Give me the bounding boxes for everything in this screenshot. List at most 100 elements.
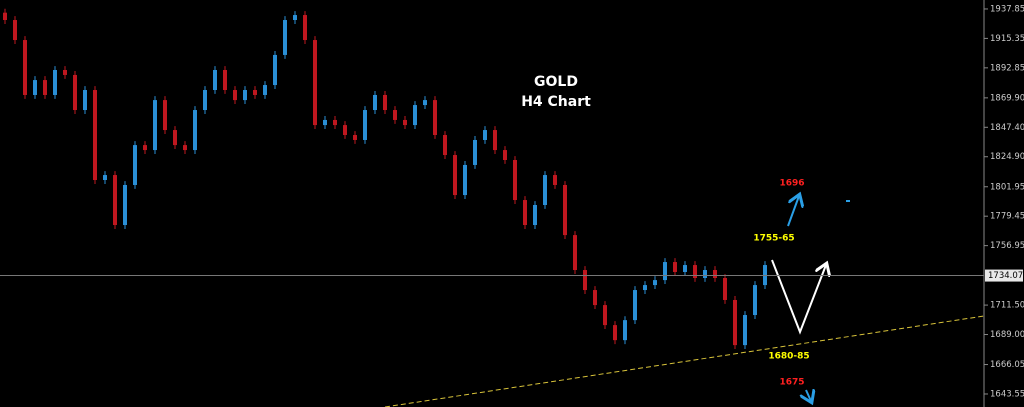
current-price-box — [985, 269, 1023, 282]
candles — [3, 8, 767, 350]
candle-body — [333, 119, 337, 126]
candle-body — [223, 69, 227, 91]
candle-body — [413, 105, 417, 126]
candle-body — [393, 110, 397, 120]
y-tick-label: 1915.35 — [990, 34, 1024, 44]
candle-body — [723, 278, 727, 300]
candle-body — [603, 305, 607, 326]
y-tick-label: 1689.00 — [990, 330, 1024, 340]
candle-body — [503, 150, 507, 161]
candle-body — [583, 270, 587, 291]
candle-body — [373, 94, 377, 111]
candle-body — [713, 270, 717, 279]
candle-body — [443, 135, 447, 156]
candle-body — [533, 205, 537, 226]
candle-body — [143, 145, 147, 151]
candle-body — [343, 125, 347, 136]
candle-body — [233, 90, 237, 101]
candle-body — [23, 40, 27, 95]
y-tick-label: 1847.40 — [990, 123, 1024, 133]
candle-body — [693, 265, 697, 279]
candle-body — [83, 90, 87, 111]
projection-arrow — [771, 259, 826, 335]
candle-body — [483, 130, 487, 140]
y-tick-label: 1869.90 — [990, 93, 1024, 103]
candle-body — [703, 270, 707, 279]
candle-body — [323, 119, 327, 126]
candle-body — [263, 85, 267, 95]
candle-body — [243, 90, 247, 101]
candle-body — [183, 145, 187, 151]
candle-body — [453, 155, 457, 196]
chart-subtitle: H4 Chart — [521, 94, 591, 110]
candle-body — [403, 119, 407, 126]
candle-body — [623, 320, 627, 341]
candle-body — [523, 200, 527, 226]
candle-body — [353, 135, 357, 140]
candle-body — [133, 145, 137, 185]
candle-body — [633, 290, 637, 321]
candle-body — [433, 100, 437, 136]
candle-body — [103, 175, 107, 181]
candle-body — [293, 15, 297, 21]
candle-body — [673, 262, 677, 272]
candle-body — [203, 90, 207, 111]
candle-body — [643, 285, 647, 291]
candle-body — [663, 262, 667, 281]
y-tick-label: 1779.45 — [990, 212, 1024, 222]
candle-body — [733, 299, 737, 346]
candle-body — [463, 164, 467, 196]
up-arrow — [787, 196, 799, 227]
candle-body — [613, 325, 617, 341]
candle-body — [593, 290, 597, 306]
down-arrow — [806, 390, 811, 401]
candle-body — [53, 69, 57, 95]
candle-body — [303, 15, 307, 41]
trendline — [384, 315, 985, 407]
candle-body — [73, 74, 77, 111]
candle-body — [573, 235, 577, 271]
y-tick-label: 1937.85 — [990, 4, 1024, 14]
candle-body — [753, 285, 757, 316]
annotation: 1680-85 — [768, 352, 809, 362]
candle-body — [683, 265, 687, 272]
candle-body — [543, 175, 547, 206]
candle-body — [363, 110, 367, 140]
candle-body — [563, 184, 567, 236]
annotation: 1755-65 — [753, 234, 794, 244]
candle-body — [63, 69, 67, 75]
chart-title: GOLD — [534, 74, 578, 90]
current-price-label: 1734.07 — [988, 271, 1023, 281]
candle-body — [493, 130, 497, 151]
candle-body — [513, 160, 517, 201]
candle-body — [173, 130, 177, 146]
y-tick-label: 1892.85 — [990, 63, 1024, 73]
candle-body — [313, 40, 317, 126]
candle-body — [123, 184, 127, 226]
annotation: 1675 — [779, 378, 804, 388]
y-tick-label: 1756.95 — [990, 241, 1024, 251]
candle-body — [253, 90, 257, 95]
y-tick-label: 1801.95 — [990, 182, 1024, 192]
y-tick-label: 1824.90 — [990, 152, 1024, 162]
candle-body — [13, 20, 17, 41]
candle-body — [273, 54, 277, 86]
y-tick-label: 1711.50 — [990, 301, 1024, 311]
candle-body — [653, 280, 657, 286]
candle-body — [553, 175, 557, 185]
candle-body — [383, 94, 387, 111]
candle-body — [743, 315, 747, 346]
candle-body — [423, 100, 427, 106]
candle-body — [93, 90, 97, 181]
candle-body — [43, 80, 47, 95]
annotation: 1696 — [779, 179, 804, 189]
candle-body — [163, 100, 167, 131]
candle-body — [153, 100, 157, 151]
y-tick-label: 1643.55 — [990, 389, 1024, 399]
candle-body — [3, 12, 7, 21]
candle-body — [213, 69, 217, 91]
y-tick-label: 1666.05 — [990, 360, 1024, 370]
